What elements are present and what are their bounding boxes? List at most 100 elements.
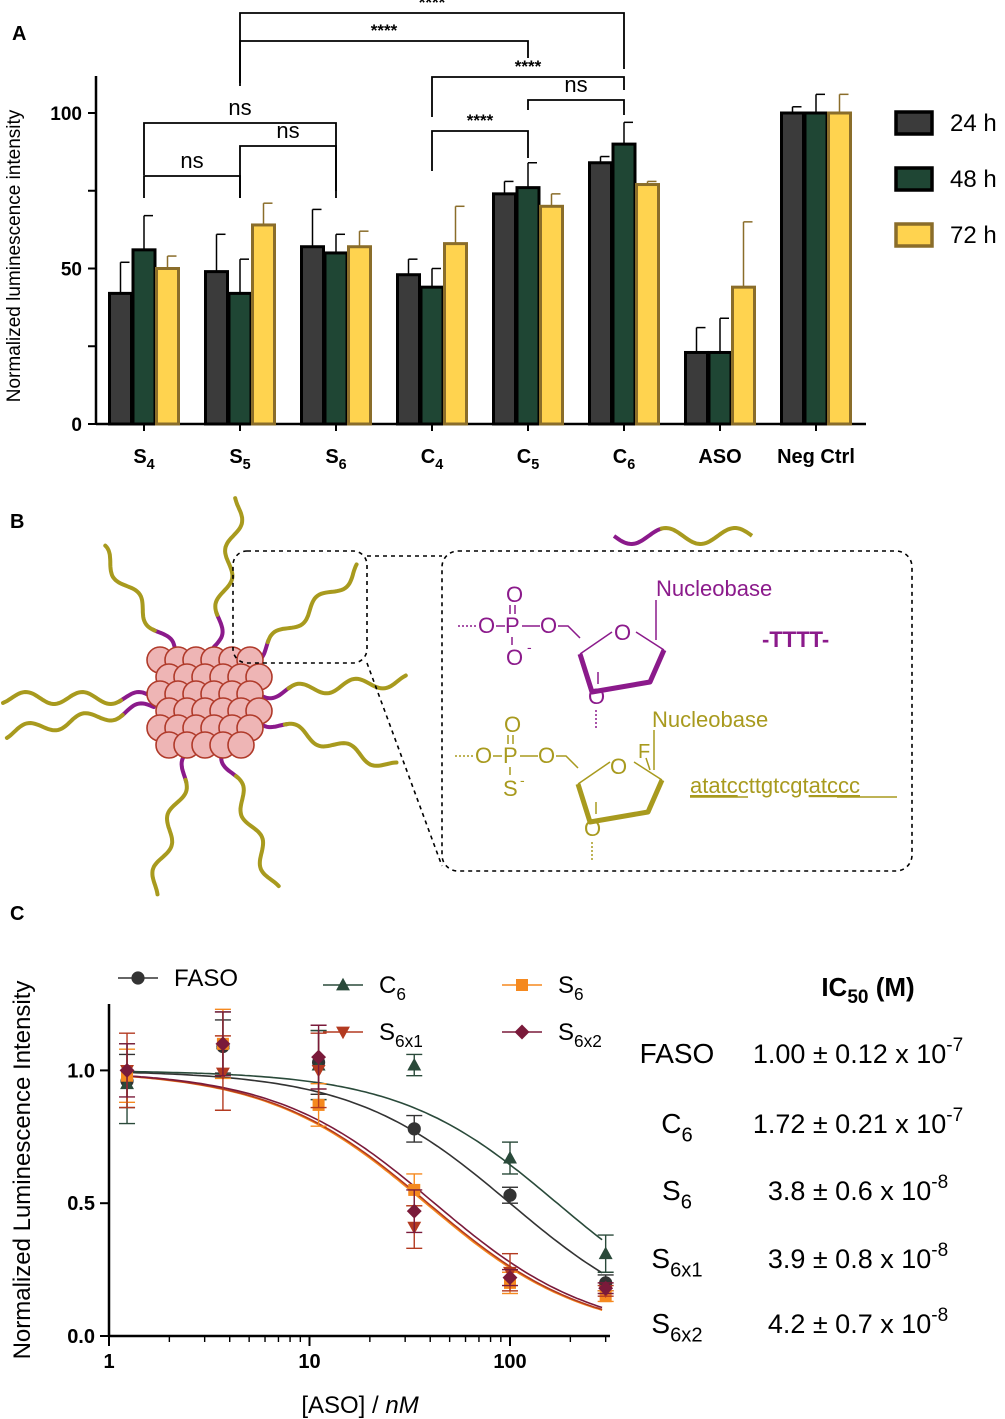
ic50-row-value: 1.00 ± 0.12 x 10-7: [753, 1035, 963, 1069]
significance-bracket: [431, 76, 625, 117]
bar: [155, 267, 180, 426]
oligo-strand-aso: [286, 673, 408, 696]
dose-x-tick-label: 100: [493, 1351, 526, 1373]
bar: [131, 248, 157, 426]
bar: [300, 245, 325, 426]
ic50-row-value: 4.2 ± 0.7 x 10-8: [768, 1305, 948, 1339]
panel-label-a: A: [12, 23, 26, 45]
ic50-value-base: 1.72 ± 0.21 x 10: [753, 1109, 946, 1139]
bar: [731, 285, 756, 426]
dose-x-axis-label-unit: nM: [385, 1392, 418, 1419]
dose-legend-label: C6: [379, 972, 406, 1004]
bar: [227, 291, 253, 426]
bar: [827, 111, 852, 426]
bar-category-label: C6: [613, 446, 635, 473]
dose-legend-marker: [516, 979, 528, 991]
oligo-strand-aso: [103, 543, 157, 633]
phosphorothioate-nucleotide: O P O S - O O Nucleobase F O atatccttgtc…: [455, 707, 897, 860]
dose-curves: [124, 1070, 603, 1311]
bar-category-label-sub: 4: [435, 457, 443, 473]
oligo-strand-linker: [118, 701, 156, 719]
bar-legend: 24 h 48 h 72 h: [894, 110, 997, 249]
significance-bracket: [143, 175, 241, 198]
oligo-strand-linker: [212, 610, 225, 649]
zoom-box-small: [232, 550, 368, 664]
ic50-row-name: C6: [661, 1108, 692, 1146]
dose-legend-label: S6x1: [379, 1019, 423, 1051]
dose-point: [311, 1049, 327, 1065]
bar-category-label: S5: [229, 446, 250, 473]
ic50-table: IC50 (M)FASO 1.00 ± 0.12 x 10-7C6 1.72 ± 0…: [640, 972, 964, 1346]
ic50-value-base: 3.9 ± 0.8 x 10: [768, 1244, 931, 1274]
sequence-part-2: cttgtcgt: [738, 773, 809, 798]
bar-y-tick-label: 0: [71, 415, 82, 436]
ic50-row-name-base: S: [651, 1243, 670, 1274]
dose-response-panel: Normalized Luminescence Intensity [ASO] …: [9, 965, 963, 1419]
dose-legend-label-sub: 6: [396, 984, 406, 1004]
strand-legend-icon: [612, 525, 754, 547]
bar-legend-label: 72 h: [950, 222, 997, 249]
ic50-row-value: 3.8 ± 0.6 x 10-8: [768, 1172, 948, 1206]
significance-bracket: [143, 122, 337, 191]
bar: [588, 161, 613, 426]
significance-label: ns: [564, 72, 587, 97]
ic50-value-base: 1.00 ± 0.12 x 10: [753, 1039, 946, 1069]
o-sugar-label: O: [614, 620, 631, 645]
dose-point: [406, 1203, 422, 1219]
dose-y-tick-label: 1.0: [67, 1060, 95, 1082]
bar-category-label-base: C: [421, 446, 435, 468]
oligo-strand-aso: [265, 562, 359, 645]
o-top-label: O: [506, 582, 523, 607]
mini-strand-linker: [612, 526, 663, 547]
minus-label: -: [520, 772, 525, 788]
bar-series: [108, 93, 852, 426]
oligo-strand-aso: [213, 496, 245, 617]
ic50-title-rest: (M): [868, 972, 914, 1002]
ic50-row-name-base: S: [651, 1308, 670, 1339]
significance-label: ****: [515, 57, 542, 76]
ic50-value-exp: -7: [946, 1035, 963, 1056]
ic50-row-name: S6: [662, 1175, 692, 1213]
dose-point: [598, 1280, 614, 1296]
dose-point: [407, 1057, 422, 1071]
bar: [707, 350, 733, 426]
significance-label: ns: [228, 95, 251, 120]
dose-legend-label-sub: 6x2: [574, 1031, 602, 1051]
bar-legend-swatch: [894, 110, 934, 136]
bar-category-label-sub: 5: [531, 457, 539, 473]
ic50-title-base: IC: [821, 972, 847, 1002]
dose-legend-label-sub: 6: [574, 984, 584, 1004]
phosphodiester-nucleotide: O P O O - O O Nucleobase O -TTTT-: [458, 576, 829, 728]
bar: [539, 204, 564, 426]
dose-point: [215, 1036, 231, 1052]
o-right-label: O: [540, 613, 557, 638]
dose-legend-marker: [514, 1024, 530, 1040]
nanoparticle-core: [146, 646, 273, 759]
f-label: F: [638, 741, 650, 763]
bar-category-label-base: S: [325, 446, 338, 468]
dose-point: [598, 1246, 613, 1260]
bar-legend-label: 24 h: [950, 110, 997, 137]
bar-legend-swatch: [894, 166, 934, 192]
bar-category-label-sub: 4: [147, 457, 155, 473]
minus-label: -: [527, 639, 532, 655]
dose-axes: 0.0 0.5 1.0 1 10 100: [67, 1004, 610, 1373]
bar-chart-panel: Normalized luminescence intensity 0 50 100…: [4, 0, 997, 473]
ic50-row-name: FASO: [640, 1038, 715, 1069]
nucleobase-bottom-label: Nucleobase: [652, 707, 768, 732]
ic50-value-exp: -7: [946, 1105, 963, 1126]
bar-category-label: C5: [517, 446, 539, 473]
bar: [803, 111, 829, 426]
bar: [251, 223, 276, 426]
dose-curve: [124, 1074, 603, 1309]
p-label: P: [505, 613, 520, 638]
dose-point: [502, 1270, 518, 1286]
bar: [396, 273, 421, 426]
significance-bracket: [527, 99, 625, 115]
bar-category-label-sub: 6: [627, 457, 635, 473]
bar-category-label-base: C: [613, 446, 627, 468]
o-left-label: O: [475, 743, 492, 768]
dose-x-axis-label: [ASO] / nM: [301, 1392, 418, 1419]
